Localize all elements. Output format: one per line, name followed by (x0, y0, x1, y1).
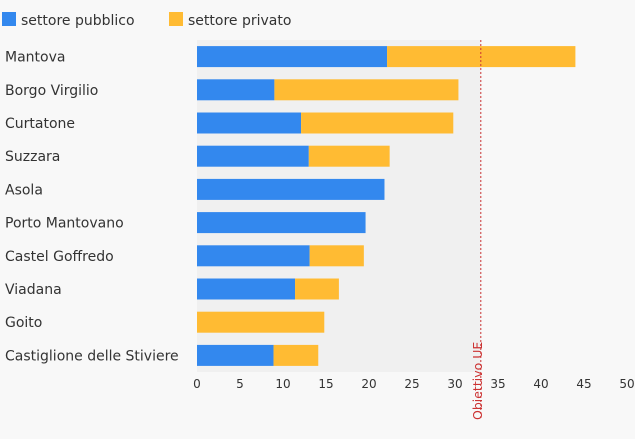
bar-privato-2[interactable] (301, 112, 454, 134)
category-label-7: Viadana (5, 282, 62, 298)
bar-privato-1[interactable] (274, 79, 459, 101)
bar-privato-7[interactable] (295, 278, 339, 300)
category-label-4: Asola (5, 182, 43, 198)
legend-label-0[interactable]: settore pubblico (21, 13, 135, 29)
category-label-1: Borgo Virgilio (5, 83, 98, 99)
x-tick-label-2: 10 (275, 377, 290, 391)
bar-pubblico-3[interactable] (197, 145, 309, 167)
legend-swatch-1[interactable] (169, 12, 183, 26)
x-tick-label-6: 30 (447, 377, 462, 391)
category-label-2: Curtatone (5, 116, 75, 132)
reference-line-group: Obiettivo UE (470, 40, 485, 420)
category-labels: Mantova Borgo Virgilio Curtatone Suzzara Aso… (5, 50, 179, 365)
x-tick-label-10: 50 (619, 377, 634, 391)
category-label-9: Castiglione delle Stiviere (5, 348, 179, 364)
x-tick-label-0: 0 (193, 377, 201, 391)
x-tick-label-8: 40 (533, 377, 548, 391)
bar-pubblico-1[interactable] (197, 79, 275, 101)
category-label-0: Mantova (5, 50, 65, 66)
x-tick-label-4: 20 (361, 377, 376, 391)
x-tick-label-3: 15 (318, 377, 333, 391)
x-axis-ticks: 0 5 10 15 20 25 30 35 40 45 50 (193, 377, 634, 391)
reference-line-label: Obiettivo UE (470, 342, 485, 420)
legend-swatch-0[interactable] (2, 12, 16, 26)
bar-privato-9[interactable] (273, 344, 319, 366)
bar-pubblico-9[interactable] (197, 344, 274, 366)
category-label-5: Porto Mantovano (5, 216, 124, 232)
category-label-8: Goito (5, 315, 42, 331)
x-tick-label-1: 5 (236, 377, 244, 391)
x-tick-label-5: 25 (404, 377, 419, 391)
category-label-3: Suzzara (5, 149, 60, 165)
bar-pubblico-0[interactable] (197, 46, 388, 68)
bar-pubblico-4[interactable] (197, 178, 385, 200)
bar-pubblico-7[interactable] (197, 278, 296, 300)
x-tick-label-7: 35 (490, 377, 505, 391)
bar-privato-8[interactable] (197, 311, 325, 333)
bar-pubblico-5[interactable] (197, 212, 366, 234)
category-label-6: Castel Goffredo (5, 249, 114, 265)
bars (197, 46, 576, 366)
bar-privato-3[interactable] (308, 145, 390, 167)
bar-privato-6[interactable] (309, 245, 364, 267)
legend: settore pubblico settore privato (2, 12, 291, 29)
bar-pubblico-6[interactable] (197, 245, 310, 267)
legend-label-1[interactable]: settore privato (188, 13, 291, 29)
bar-pubblico-2[interactable] (197, 112, 302, 134)
x-tick-label-9: 45 (576, 377, 591, 391)
